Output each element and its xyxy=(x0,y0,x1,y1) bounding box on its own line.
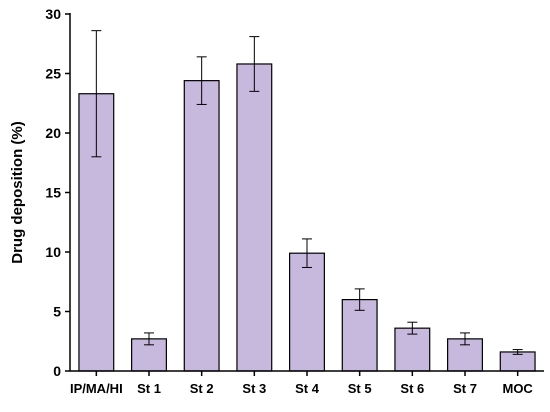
x-category-label: St 6 xyxy=(400,381,424,396)
x-ticks-group: IP/MA/HI St 1 St 2 St 3 St 4 St 5 St 6 St 7 MOC xyxy=(70,371,533,396)
y-ticks-group: 0 5 10 15 20 25 30 xyxy=(45,6,70,379)
y-tick-label: 30 xyxy=(45,6,61,22)
x-category-label: St 1 xyxy=(137,381,161,396)
error-bar xyxy=(460,332,470,346)
error-bar xyxy=(196,56,207,105)
error-bar xyxy=(512,349,523,355)
bar-st-4 xyxy=(289,252,325,372)
bar-st-2 xyxy=(183,80,220,372)
error-bar xyxy=(407,321,418,335)
error-bar xyxy=(249,36,260,92)
y-tick-label: 15 xyxy=(45,185,61,201)
error-bar xyxy=(354,288,365,311)
error-bar xyxy=(144,332,154,346)
x-category-label: St 3 xyxy=(242,381,266,396)
x-category-label: IP/MA/HI xyxy=(70,381,123,396)
x-category-label: St 5 xyxy=(348,381,372,396)
x-category-label: MOC xyxy=(502,381,533,396)
y-tick-label: 5 xyxy=(53,304,61,320)
error-bar xyxy=(302,238,312,268)
x-category-label: St 4 xyxy=(295,381,320,396)
x-category-label: St 7 xyxy=(453,381,477,396)
bar-st-6 xyxy=(394,327,431,372)
error-bars-group xyxy=(91,30,523,355)
error-bar xyxy=(91,30,102,158)
y-tick-label: 0 xyxy=(53,363,61,379)
y-axis-title: Drug deposition (%) xyxy=(9,121,26,264)
y-tick-label: 20 xyxy=(45,125,61,141)
y-tick-label: 25 xyxy=(45,66,61,82)
bars-group xyxy=(78,63,536,372)
y-tick-label: 10 xyxy=(45,244,61,260)
x-category-label: St 2 xyxy=(190,381,214,396)
bar-st-3 xyxy=(236,63,273,372)
